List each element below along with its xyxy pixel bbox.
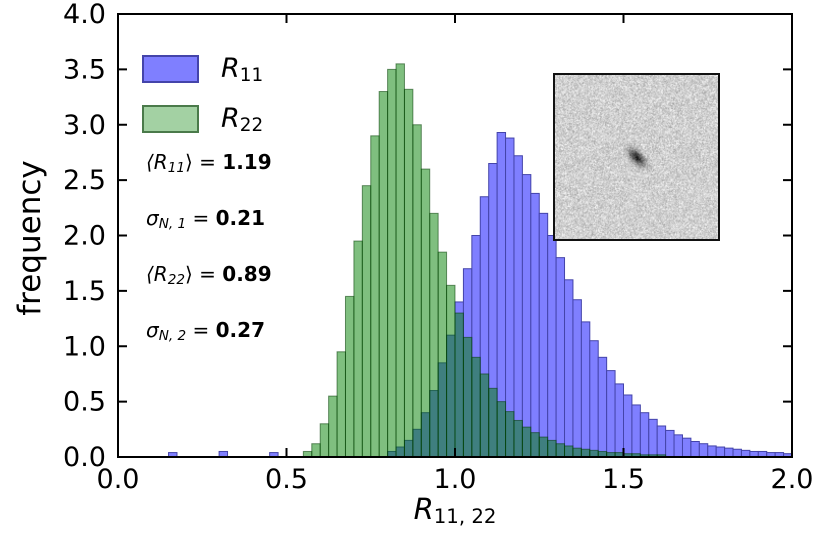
legend-label-r22: R22: [221, 102, 264, 136]
stat-mean-r22: ⟨R22⟩ = 0.89: [146, 262, 272, 288]
svg-text:0.5: 0.5: [63, 387, 106, 418]
stat-sigma-1: σN, 1 = 0.21: [146, 206, 265, 232]
stats-annotations: ⟨R11⟩ = 1.19 σN, 1 = 0.21 ⟨R22⟩ = 0.89 σ…: [146, 150, 272, 374]
svg-text:0.5: 0.5: [265, 464, 308, 495]
legend-swatch-r22: [142, 105, 199, 133]
legend-label-r11: R11: [221, 52, 264, 86]
svg-text:0.0: 0.0: [97, 464, 140, 495]
stat-sigma-2: σN, 2 = 0.27: [146, 318, 265, 344]
svg-text:1.0: 1.0: [63, 331, 106, 362]
legend: R11 R22: [142, 44, 263, 144]
y-axis-label: frequency: [12, 160, 48, 316]
legend-item-r22: R22: [142, 94, 263, 144]
legend-item-r11: R11: [142, 44, 263, 94]
svg-text:3.5: 3.5: [63, 54, 106, 85]
x-axis-label-symbol: R: [413, 492, 434, 526]
legend-swatch-r11: [142, 55, 199, 83]
inset-stamp-image: [553, 73, 720, 241]
x-axis-label-subscript: 11, 22: [433, 505, 497, 529]
svg-text:2.5: 2.5: [63, 165, 106, 196]
svg-text:2.0: 2.0: [771, 464, 814, 495]
svg-text:2.0: 2.0: [63, 221, 106, 252]
svg-text:4.0: 4.0: [63, 0, 106, 30]
svg-text:1.5: 1.5: [602, 464, 645, 495]
svg-text:1.5: 1.5: [63, 276, 106, 307]
svg-text:0.0: 0.0: [63, 442, 106, 473]
svg-text:3.0: 3.0: [63, 110, 106, 141]
x-axis-label: R11, 22: [414, 492, 497, 528]
svg-text:1.0: 1.0: [434, 464, 477, 495]
stat-mean-r11: ⟨R11⟩ = 1.19: [146, 150, 272, 176]
